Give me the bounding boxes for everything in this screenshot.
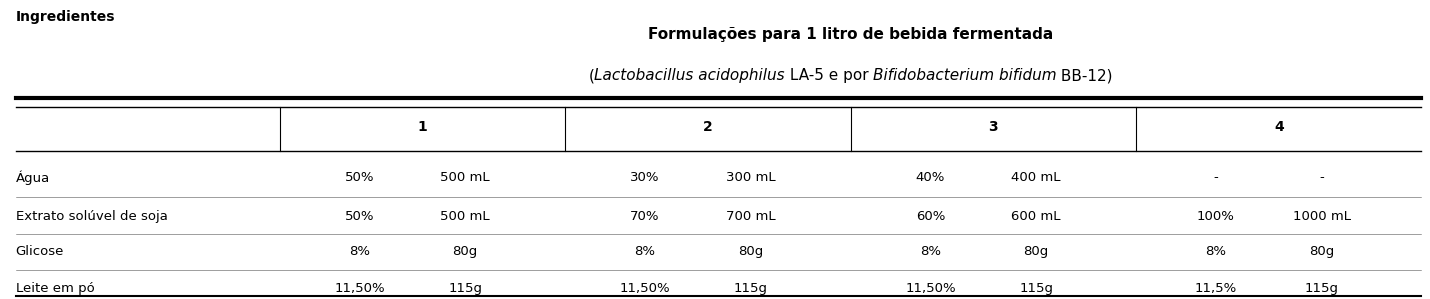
Text: Leite em pó: Leite em pó [16, 282, 94, 295]
Text: 500 mL: 500 mL [440, 171, 490, 184]
Text: 115g: 115g [734, 282, 768, 295]
Text: 11,50%: 11,50% [335, 282, 385, 295]
Text: 60%: 60% [915, 210, 945, 223]
Text: 100%: 100% [1197, 210, 1236, 223]
Text: 500 mL: 500 mL [440, 210, 490, 223]
Text: 50%: 50% [345, 171, 375, 184]
Text: BB-12): BB-12) [1057, 68, 1113, 83]
Text: 80g: 80g [738, 245, 764, 258]
Text: 80g: 80g [453, 245, 478, 258]
Text: 80g: 80g [1308, 245, 1334, 258]
Text: LA-5 e por: LA-5 e por [785, 68, 874, 83]
Text: 8%: 8% [349, 245, 370, 258]
Text: 1: 1 [418, 120, 428, 134]
Text: 50%: 50% [345, 210, 375, 223]
Text: 70%: 70% [631, 210, 659, 223]
Text: 11,5%: 11,5% [1195, 282, 1237, 295]
Text: 8%: 8% [635, 245, 655, 258]
Text: Lactobacillus acidophilus: Lactobacillus acidophilus [595, 68, 785, 83]
Text: Formulações para 1 litro de bebida fermentada: Formulações para 1 litro de bebida ferme… [648, 27, 1054, 42]
Text: 115g: 115g [1304, 282, 1338, 295]
Text: 80g: 80g [1024, 245, 1048, 258]
Text: -: - [1320, 171, 1324, 184]
Text: 115g: 115g [448, 282, 482, 295]
Text: 1000 mL: 1000 mL [1293, 210, 1350, 223]
Text: 11,50%: 11,50% [619, 282, 671, 295]
Text: 40%: 40% [915, 171, 945, 184]
Text: Glicose: Glicose [16, 245, 64, 258]
Text: 115g: 115g [1020, 282, 1052, 295]
Text: Água: Água [16, 170, 50, 185]
Text: 2: 2 [704, 120, 712, 134]
Text: 3: 3 [988, 120, 998, 134]
Text: 600 mL: 600 mL [1011, 210, 1061, 223]
Text: 8%: 8% [1205, 245, 1227, 258]
Text: 11,50%: 11,50% [905, 282, 955, 295]
Text: 300 mL: 300 mL [726, 171, 775, 184]
Text: -: - [1214, 171, 1218, 184]
Text: 400 mL: 400 mL [1011, 171, 1061, 184]
Text: Ingredientes: Ingredientes [16, 10, 116, 24]
Text: (: ( [589, 68, 595, 83]
Text: 30%: 30% [631, 171, 659, 184]
Text: 4: 4 [1274, 120, 1284, 134]
Text: Extrato solúvel de soja: Extrato solúvel de soja [16, 210, 167, 223]
Text: Bifidobacterium bifidum: Bifidobacterium bifidum [872, 68, 1057, 83]
Text: 8%: 8% [919, 245, 941, 258]
Text: 700 mL: 700 mL [726, 210, 775, 223]
